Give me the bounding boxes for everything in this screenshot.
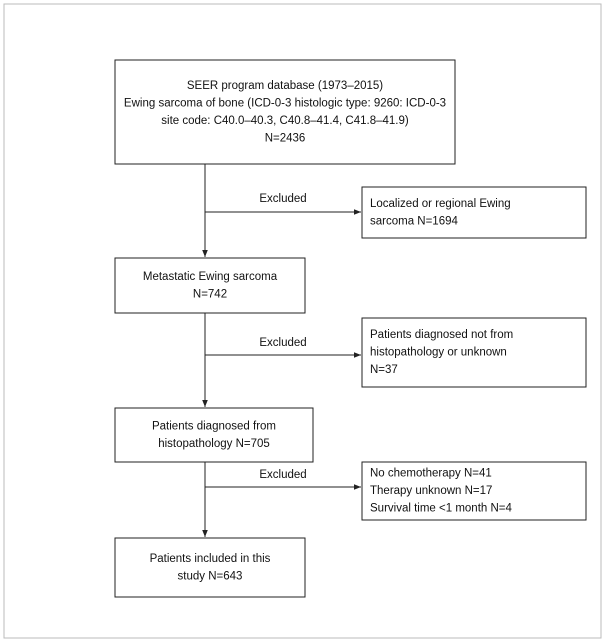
node-box (361, 461, 587, 521)
node-box (361, 186, 587, 239)
node-text: N=742 (193, 288, 227, 300)
node-text: Therapy unknown N=17 (370, 485, 492, 497)
node-text: Ewing sarcoma of bone (ICD-0-3 histologi… (124, 97, 446, 109)
node-box (114, 537, 306, 598)
node-text: Metastatic Ewing sarcoma (143, 271, 278, 283)
node-text: Patients included in this (150, 553, 271, 565)
node-text: N=2436 (265, 132, 306, 144)
frame (3, 3, 602, 639)
node-text: study N=643 (178, 570, 243, 582)
node-text: histopathology or unknown (370, 347, 507, 359)
node-text: Patients diagnosed not from (370, 329, 513, 341)
edge-label: Excluded (259, 193, 306, 205)
node-box (361, 317, 587, 388)
node-text: Patients diagnosed from (152, 420, 276, 432)
node-text: Localized or regional Ewing (370, 198, 511, 210)
node-text: No chemotherapy N=41 (370, 468, 492, 480)
edge-label: Excluded (259, 469, 306, 481)
node-box (114, 407, 314, 463)
edge-label: Excluded (259, 337, 306, 349)
node-box (114, 59, 456, 165)
node-text: site code: C40.0–40.3, C40.8–41.4, C41.8… (161, 115, 409, 127)
node-text: N=37 (370, 364, 398, 376)
node-text: Survival time <1 month N=4 (370, 503, 513, 515)
node-text: SEER program database (1973–2015) (187, 80, 383, 92)
node-text: histopathology N=705 (158, 438, 270, 450)
node-text: sarcoma N=1694 (370, 215, 458, 227)
node-box (114, 257, 306, 314)
